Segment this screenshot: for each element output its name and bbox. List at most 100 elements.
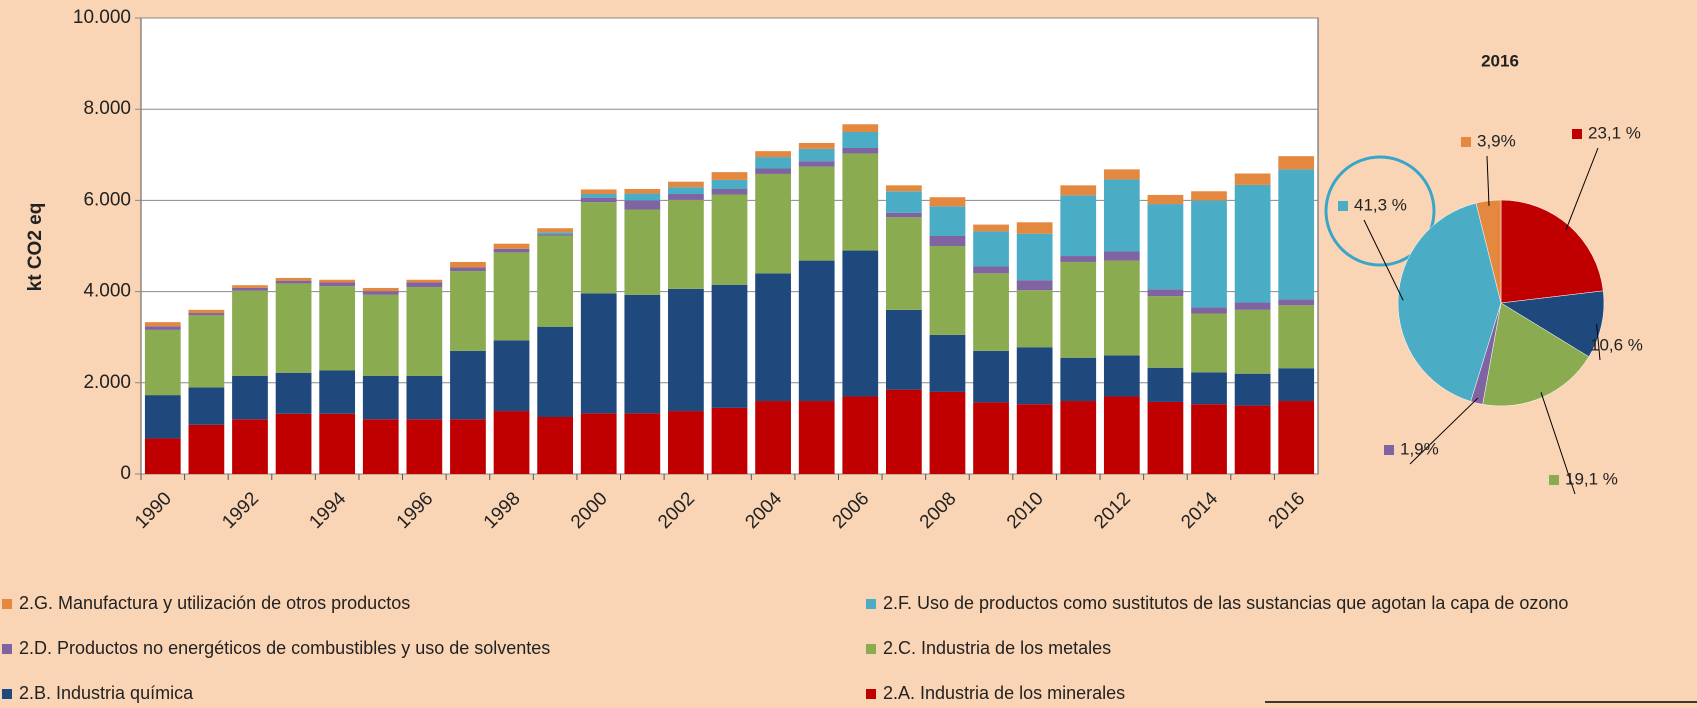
y-tick-label: 0 [120, 463, 131, 484]
legend-swatch [866, 689, 876, 699]
legend-swatch [2, 644, 12, 654]
bar-segment [1103, 396, 1140, 474]
bar-segment [1278, 401, 1315, 474]
bar-segment [1147, 194, 1184, 205]
pie-value-label: 41,3 % [1354, 195, 1407, 214]
x-tick-label: 2010 [1003, 488, 1048, 533]
bar-segment [319, 282, 356, 287]
bar-segment [668, 199, 704, 289]
bar-segment [362, 375, 399, 420]
bar-segment [450, 271, 486, 351]
bar-segment [929, 197, 966, 207]
label-swatch [1461, 137, 1471, 147]
y-tick-label: 4.000 [83, 281, 131, 302]
bar-segment [275, 280, 312, 284]
bar-segment [1016, 290, 1053, 348]
x-tick-label: 1994 [306, 488, 351, 533]
bar-segment [624, 294, 661, 414]
legend-swatch [866, 644, 876, 654]
bar-segment [1147, 204, 1184, 290]
bar-segment [580, 197, 617, 203]
leader-line [1363, 219, 1404, 301]
y-tick-label: 6.000 [83, 189, 131, 210]
bar-segment [842, 132, 879, 148]
bar-segment [755, 157, 791, 169]
bar-segment [450, 350, 486, 420]
bar-segment [232, 287, 268, 291]
bar-segment [450, 419, 486, 474]
y-axis-title: kt CO2 eq [25, 203, 46, 292]
bar-segment [493, 252, 530, 341]
bar-segment [1278, 299, 1315, 306]
label-swatch [1384, 445, 1394, 455]
bar-segment [711, 172, 748, 180]
legend-label: 2.G. Manufactura y utilización de otros … [19, 593, 410, 613]
bar-segment [537, 417, 574, 474]
pie-slice [1500, 199, 1604, 304]
bar-segment [1060, 256, 1097, 262]
bar-segment [1147, 289, 1184, 297]
bar-segment [1234, 309, 1271, 374]
bar-segment [319, 370, 356, 414]
bar-segment [1103, 179, 1140, 252]
bar-segment [188, 315, 225, 388]
bar-segment [144, 438, 181, 474]
bar-segment [493, 340, 530, 412]
bar-segment [144, 329, 181, 396]
x-tick-label: 2016 [1265, 488, 1310, 533]
bar-segment [188, 313, 225, 316]
bar-segment [1060, 357, 1097, 402]
bar-segment [275, 283, 312, 373]
bar-segment [885, 191, 922, 213]
bar-segment [319, 413, 356, 474]
bar-segment [580, 202, 617, 294]
bar-segment [537, 235, 574, 327]
bar-segment [842, 250, 879, 397]
bar-segment [1234, 302, 1271, 310]
bar-segment [319, 279, 356, 283]
bar-segment [1016, 280, 1053, 291]
bar-segment [144, 326, 181, 330]
bar-segment [232, 419, 268, 474]
bar-segment [1278, 169, 1315, 300]
x-tick-label: 2004 [741, 488, 786, 533]
bar-segment [1147, 401, 1184, 474]
bar-segment [580, 293, 617, 414]
bar-segment [798, 161, 835, 167]
pie-slice [1500, 290, 1605, 358]
bar-segment [1234, 173, 1271, 185]
y-tick-label: 2.000 [83, 372, 131, 393]
bar-segment [929, 206, 966, 236]
leader-line [1540, 392, 1576, 495]
bar-segment [668, 181, 704, 188]
bar-segment [929, 334, 966, 392]
label-swatch [1574, 341, 1584, 351]
label-swatch [1338, 201, 1348, 211]
bar-segment [406, 279, 443, 283]
bar-segment [885, 185, 922, 192]
x-tick-label: 2012 [1090, 488, 1135, 533]
x-tick-label: 2008 [916, 488, 961, 533]
bar-segment [232, 375, 268, 420]
bar-segment [711, 189, 748, 195]
bar-segment [188, 387, 225, 425]
x-tick-label: 1990 [131, 488, 176, 533]
bar-segment [755, 401, 791, 474]
bar-segment [406, 282, 443, 288]
bar-segment [1016, 347, 1053, 405]
bar-segment [973, 402, 1009, 474]
bar-segment [1191, 404, 1227, 474]
bar-segment [711, 194, 748, 285]
pie-slice [1482, 302, 1590, 407]
bar-segment [406, 287, 443, 376]
bar-segment [842, 124, 879, 132]
bar-segment [798, 401, 835, 474]
bar-segment [885, 309, 922, 390]
bar-segment [668, 187, 704, 195]
bar-segment [275, 277, 312, 281]
leader-line [1486, 155, 1490, 206]
bar-segment [580, 413, 617, 474]
pie-title: 2016 [1481, 51, 1519, 70]
bar-segment [668, 194, 704, 200]
